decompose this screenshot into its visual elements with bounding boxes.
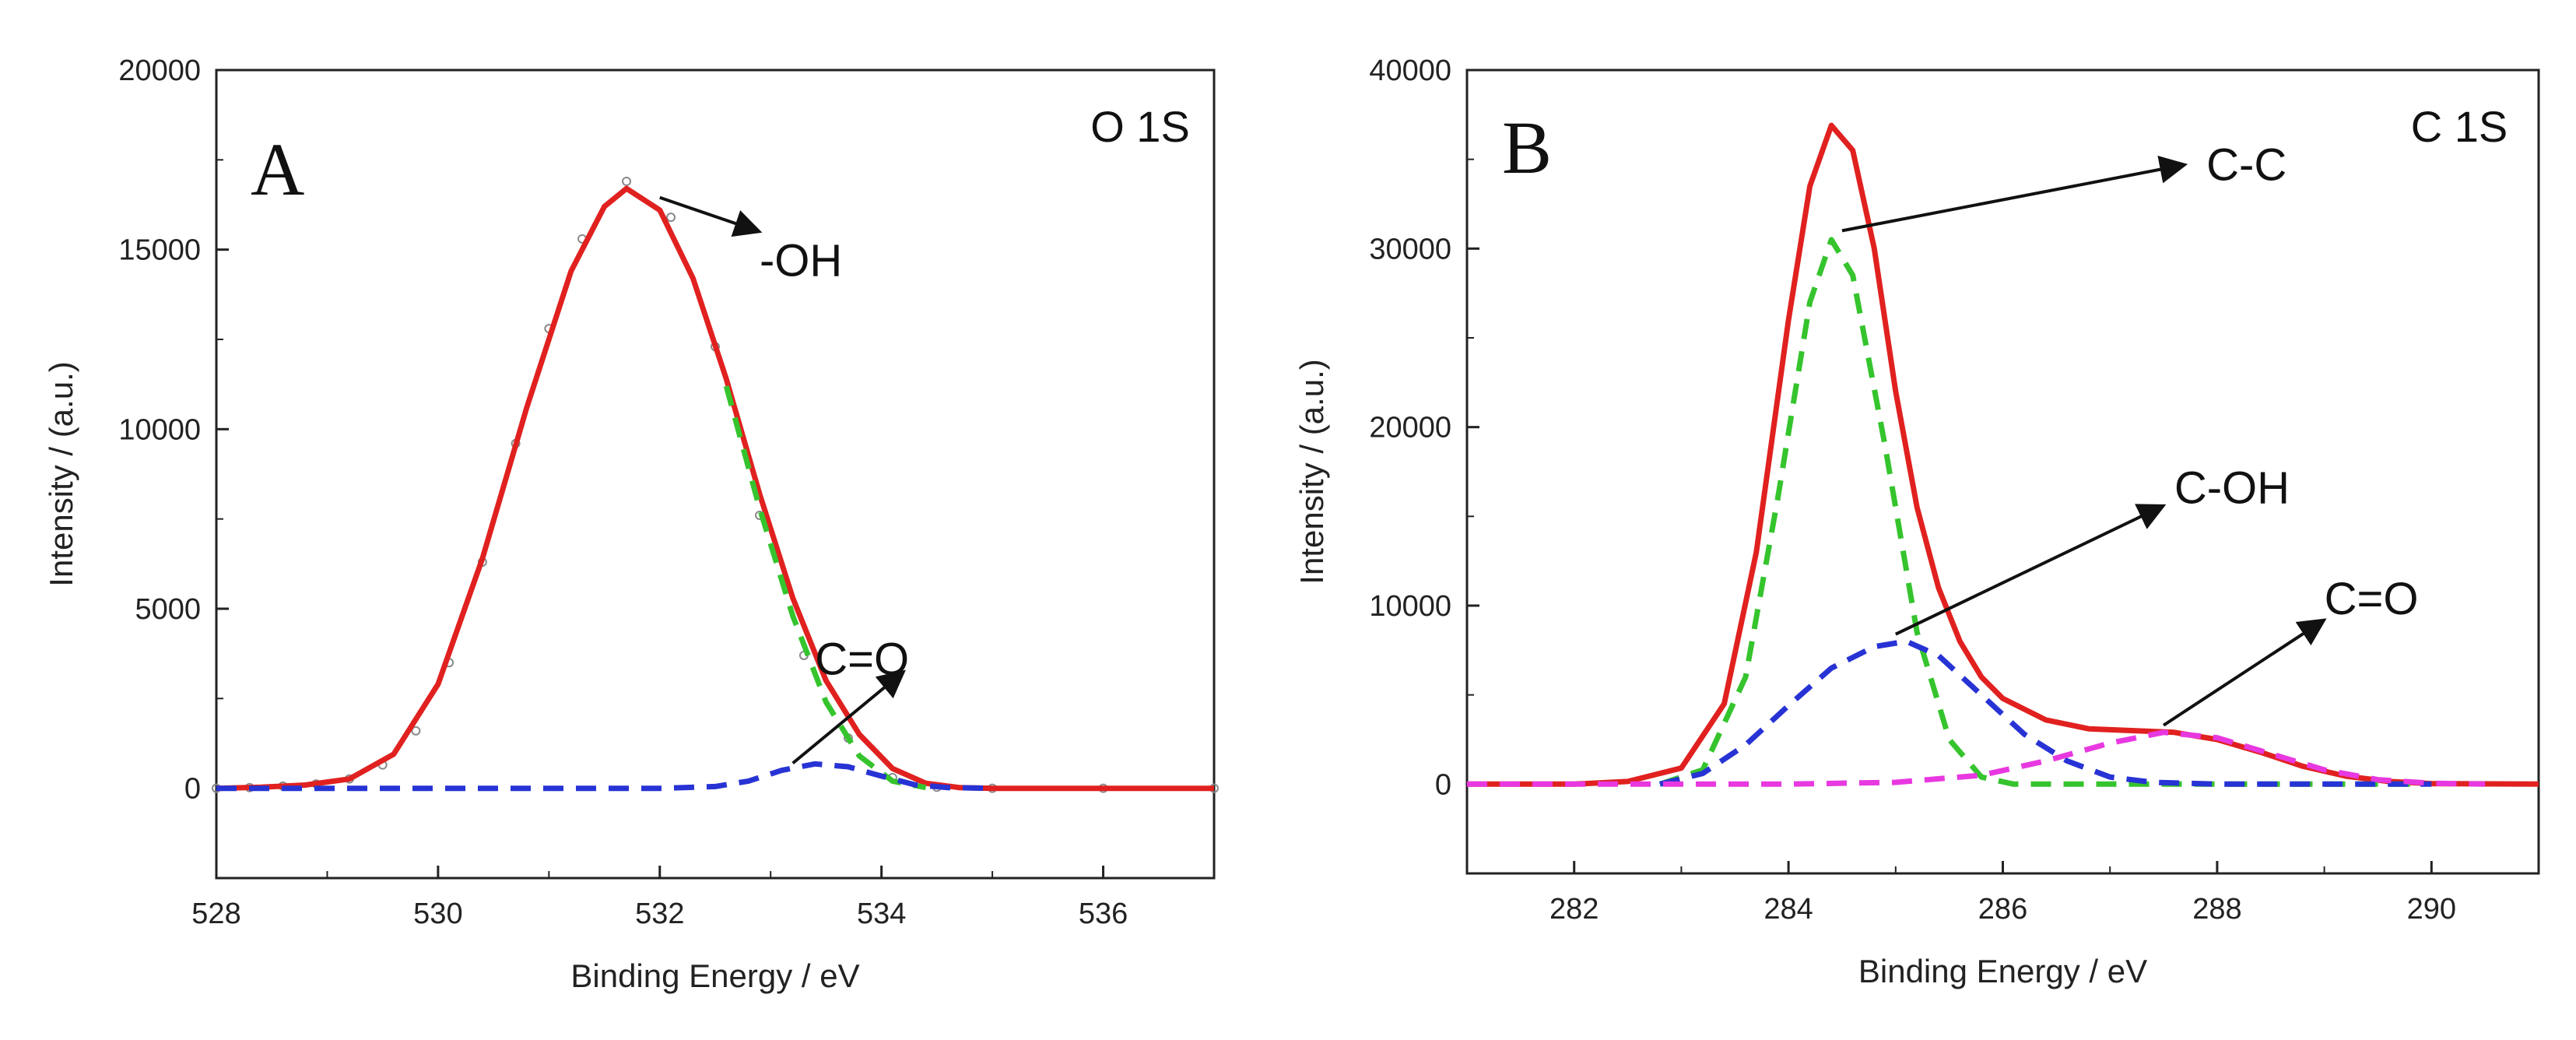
- panel-b: 282 284 286 288 290 0 10000 20000 30000 40000 Bind…: [1293, 54, 2540, 989]
- panel-b-x-tick-label: 288: [2192, 893, 2241, 926]
- panel-a-series-c-o-component: [216, 761, 993, 792]
- panel-a-x-tick-label: 532: [635, 898, 684, 930]
- panel-b-annotation-label: C-C: [2206, 140, 2286, 191]
- panel-a-annotation-label: C=O: [815, 634, 909, 685]
- panel-a-raw-data-point: [666, 213, 676, 223]
- panel-b-plot-frame: [1465, 69, 2540, 875]
- panel-a-y-tick-label: 0: [184, 773, 201, 806]
- panel-a-annotation-arrow: [659, 195, 763, 237]
- panel-b-annotation-arrow: [1841, 155, 2188, 233]
- panel-a-raw-data-point: [411, 726, 421, 736]
- panel-b-y-axis-label: Intensity / (a.u.): [1293, 359, 1330, 584]
- panel-b-y-tick-label: 40000: [1369, 54, 1451, 87]
- panel-b-series-c-oh-component: [1659, 638, 2432, 787]
- panel-a-annotation-arrow: [791, 669, 906, 764]
- panel-a-plot-frame: [215, 69, 1216, 880]
- panel-b-annotation-label: C=O: [2325, 574, 2419, 624]
- panel-a-y-tick-label: 5000: [135, 593, 201, 626]
- panel-b-title: C 1S: [2411, 102, 2508, 151]
- panel-a-y-tick-label: 15000: [118, 234, 201, 267]
- panel-a-x-tick-label: 530: [413, 898, 462, 930]
- panel-b-annotation-arrow: [2162, 618, 2327, 727]
- panel-a-raw-data-point: [622, 177, 632, 187]
- panel-b-y-tick-label: 0: [1435, 768, 1451, 801]
- panel-b-annotation-label: C-OH: [2174, 463, 2290, 514]
- panel-a-x-tick-label: 534: [857, 898, 906, 930]
- panel-b-letter: B: [1502, 106, 1552, 189]
- panel-b-x-tick-label: 290: [2407, 893, 2456, 926]
- panel-a-series-oh-component: [723, 385, 927, 791]
- panel-b-y-tick-label: 20000: [1369, 412, 1451, 444]
- panel-b-x-tick-label: 286: [1978, 893, 2027, 926]
- panel-b-x-tick-label: 284: [1764, 893, 1813, 926]
- panel-a-letter: A: [251, 128, 304, 211]
- panel-a: 528 530 532 534 536 0 5000 10000 15000 20000 Bindi…: [43, 54, 1219, 994]
- panel-a-y-tick-label: 10000: [118, 413, 201, 446]
- panel-b-y-tick-label: 10000: [1369, 590, 1451, 623]
- panel-b-annotation-arrow: [1894, 504, 2167, 636]
- panel-b-y-tick-label: 30000: [1369, 233, 1451, 265]
- panel-a-annotation-label: -OH: [760, 236, 842, 286]
- panel-a-x-tick-label: 528: [191, 898, 240, 930]
- panel-a-x-tick-label: 536: [1079, 898, 1128, 930]
- panel-b-x-axis-label: Binding Energy / eV: [1858, 953, 2147, 989]
- panel-b-x-tick-label: 282: [1549, 893, 1599, 926]
- panel-a-x-axis-label: Binding Energy / eV: [570, 957, 859, 994]
- panel-a-title: O 1S: [1090, 102, 1190, 151]
- panel-a-y-axis-label: Intensity / (a.u.): [43, 361, 79, 586]
- panel-a-y-tick-label: 20000: [118, 54, 201, 87]
